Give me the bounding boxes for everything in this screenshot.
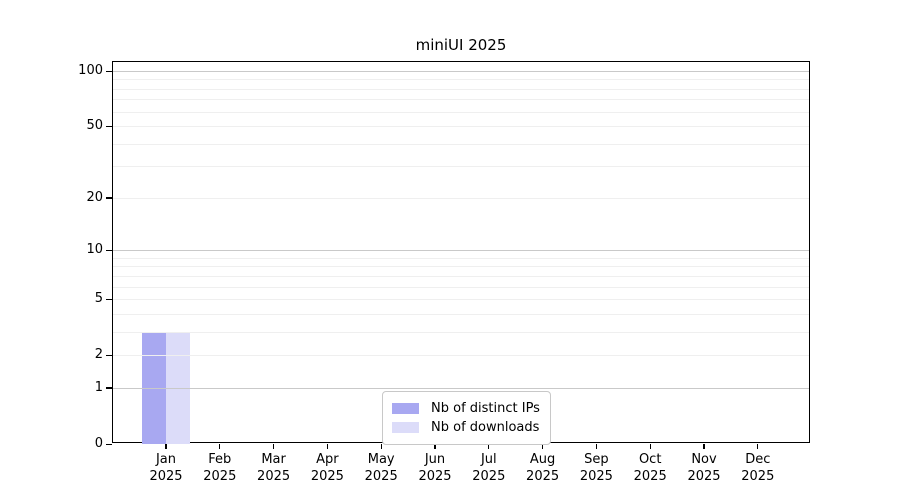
y-tick-label: 100 [78,63,103,78]
gridline-minor [113,266,809,268]
y-tick-label: 10 [86,242,103,258]
x-tick-year: 2025 [418,469,452,484]
x-tick-mark [542,444,544,449]
gridline-minor [113,88,809,90]
x-tick-label: Sep 2025 [568,451,624,485]
gridline-minor [113,257,809,259]
x-tick-month: Jun [424,452,446,467]
x-tick-year: 2025 [579,469,613,484]
x-tick-month: Mar [261,452,286,467]
x-tick-mark [757,444,759,449]
x-tick-year: 2025 [687,469,721,484]
x-tick-month: May [367,452,395,467]
x-tick-year: 2025 [364,469,398,484]
x-tick-label: Apr 2025 [299,451,355,485]
x-tick-month: Dec [745,452,771,467]
y-tick-label: 2 [94,347,103,363]
x-tick-year: 2025 [741,469,775,484]
y-tick-mark [106,197,112,199]
x-tick-month: Oct [638,452,662,467]
x-tick-label: Jan 2025 [138,451,194,485]
x-tick-mark [434,444,436,449]
x-tick-year: 2025 [203,469,237,484]
x-tick-label: Feb 2025 [192,451,248,485]
y-tick-label: 5 [94,291,103,307]
x-tick-month: Apr [316,452,339,467]
gridline-minor [113,286,809,288]
gridline-minor [113,313,809,315]
x-tick-mark [273,444,275,449]
gridline-major [113,71,809,72]
x-tick-year: 2025 [310,469,344,484]
y-tick-label: 50 [86,118,103,134]
gridline-minor [113,355,809,357]
gridline-minor [113,126,809,128]
x-tick-label: May 2025 [353,451,409,485]
x-tick-label: Jun 2025 [407,451,463,485]
y-tick-label: 20 [86,189,103,205]
x-tick-label: Mar 2025 [246,451,302,485]
x-tick-year: 2025 [149,469,183,484]
legend-entry-distinct-ips: Nb of distinct IPs [392,399,540,418]
x-tick-label: Jul 2025 [461,451,517,485]
x-tick-month: Feb [208,452,232,467]
x-tick-mark [219,444,221,449]
plot-area: Nb of distinct IPs Nb of downloads 0 1 2 5 1… [78,61,810,484]
x-tick-mark [380,444,382,449]
x-tick-month: Jul [480,452,497,467]
x-tick-label: Aug 2025 [515,451,571,485]
x-tick-mark [326,444,328,449]
legend: Nb of distinct IPs Nb of downloads [382,391,551,445]
gridline-minor [113,79,809,81]
legend-label-distinct-ips: Nb of distinct IPs [431,401,540,416]
x-tick-mark [649,444,651,449]
x-tick-year: 2025 [526,469,560,484]
legend-label-downloads: Nb of downloads [431,420,540,435]
y-tick-mark [106,354,112,356]
y-tick-mark [106,298,112,300]
y-tick-mark [106,387,112,389]
gridline-minor [113,331,809,333]
gridline-minor [113,299,809,301]
x-tick-mark [488,444,490,449]
gridline-minor [113,143,809,145]
x-tick-month: Sep [584,452,609,467]
x-tick-label: Oct 2025 [622,451,678,485]
x-tick-month: Jan [155,452,177,467]
y-tick-label: 1 [94,379,103,395]
x-tick-year: 2025 [472,469,506,484]
y-tick-label: 0 [94,436,103,451]
x-tick-year: 2025 [633,469,667,484]
x-tick-mark [165,444,167,449]
gridline-minor [113,197,809,199]
x-tick-year: 2025 [257,469,291,484]
x-tick-mark [595,444,597,449]
x-tick-mark [703,444,705,449]
y-tick-mark [106,125,112,127]
y-tick-mark [106,443,112,445]
y-tick-mark [106,70,112,72]
gridline-minor [113,99,809,101]
x-tick-label: Nov 2025 [676,451,732,485]
x-tick-month: Nov [691,452,717,467]
legend-swatch-distinct-ips [392,403,419,414]
x-tick-month: Aug [529,452,556,467]
legend-swatch-downloads [392,422,419,433]
legend-entry-downloads: Nb of downloads [392,418,540,437]
y-tick-mark [106,249,112,251]
gridline-minor [113,111,809,113]
gridline-major [113,387,809,389]
x-tick-label: Dec 2025 [730,451,786,485]
gridline-minor [113,166,809,168]
gridline-major [113,250,809,252]
gridline-minor [113,275,809,277]
chart-title: miniUI 2025 [415,36,507,54]
